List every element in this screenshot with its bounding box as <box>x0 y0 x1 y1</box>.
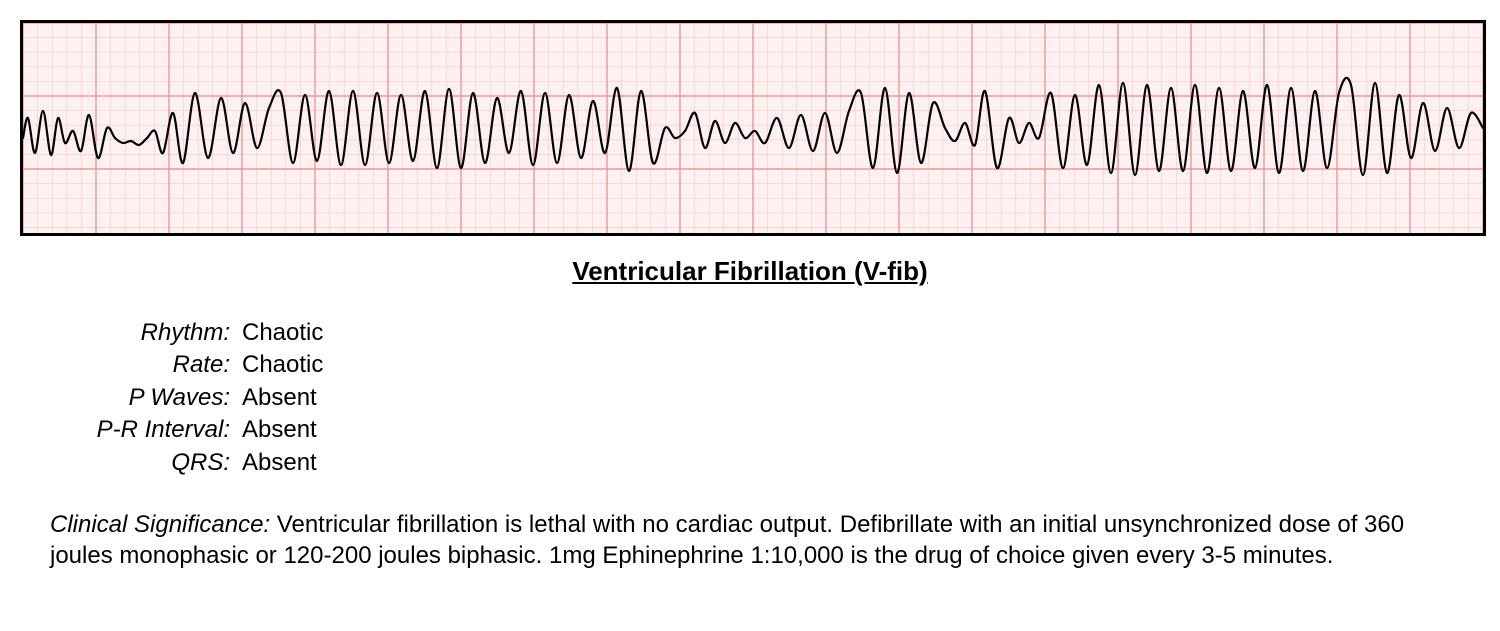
property-row: Rate:Chaotic <box>50 349 1480 381</box>
property-label: Rhythm: <box>50 317 242 349</box>
property-row: P Waves:Absent <box>50 382 1480 414</box>
property-label: Rate: <box>50 349 242 381</box>
property-row: QRS:Absent <box>50 447 1480 479</box>
property-value: Absent <box>242 447 317 479</box>
property-value: Chaotic <box>242 349 323 381</box>
ecg-strip <box>20 20 1486 236</box>
diagnosis-title: Ventricular Fibrillation (V-fib) <box>20 256 1480 287</box>
properties-list: Rhythm:ChaoticRate:ChaoticP Waves:Absent… <box>50 317 1480 479</box>
property-row: P-R Interval:Absent <box>50 414 1480 446</box>
property-value: Absent <box>242 382 317 414</box>
property-label: QRS: <box>50 447 242 479</box>
property-label: P Waves: <box>50 382 242 414</box>
property-row: Rhythm:Chaotic <box>50 317 1480 349</box>
property-value: Absent <box>242 414 317 446</box>
clinical-significance: Clinical Significance: Ventricular fibri… <box>50 509 1450 571</box>
clinical-label: Clinical Significance: <box>50 511 270 538</box>
property-value: Chaotic <box>242 317 323 349</box>
ecg-trace <box>23 23 1483 233</box>
property-label: P-R Interval: <box>50 414 242 446</box>
